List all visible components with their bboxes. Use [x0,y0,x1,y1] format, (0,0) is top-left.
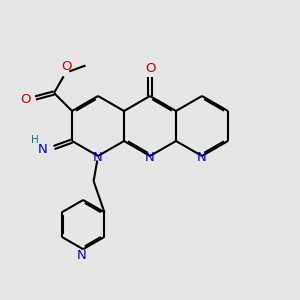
Text: N: N [197,151,207,164]
Text: N: N [38,143,48,156]
Text: N: N [145,151,155,164]
Text: O: O [145,61,155,75]
Text: N: N [77,249,86,262]
Text: O: O [61,60,72,73]
Text: O: O [20,92,31,106]
Text: N: N [93,151,103,164]
Text: H: H [31,135,38,145]
